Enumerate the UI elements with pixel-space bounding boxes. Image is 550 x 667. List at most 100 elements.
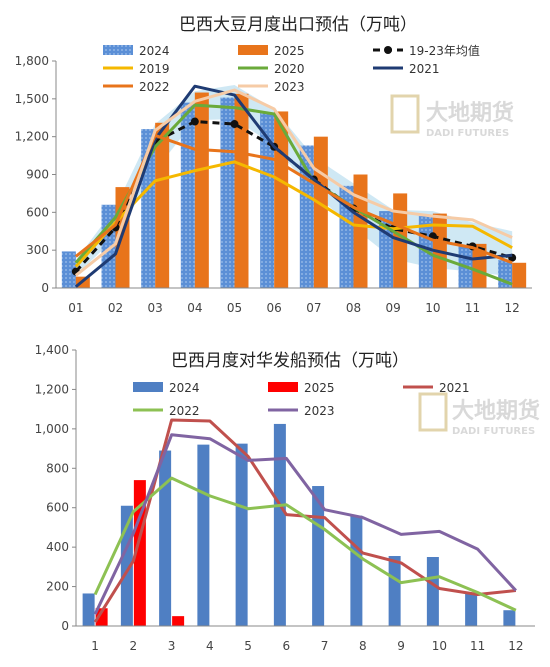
x-tick-label-09: 09 [386, 301, 401, 315]
legend-label-2023: 2023 [274, 80, 305, 94]
bar-2024-9 [388, 556, 401, 626]
bar-2024-04 [180, 102, 195, 288]
chart1-title: 巴西大豆月度出口预估（万吨） [179, 15, 417, 35]
y-tick-label: 1,400 [35, 343, 69, 357]
chart2-watermark-cn: 大地期货 [452, 398, 540, 424]
bar-2025-07 [313, 136, 328, 288]
bar-2024-08 [339, 185, 354, 288]
line-series-2023 [93, 433, 517, 615]
bar-2024-05 [220, 97, 235, 288]
y-tick-label: 200 [46, 580, 69, 594]
chart-brazil-soy-export: 巴西大豆月度出口预估（万吨） 大地期货 DADI FUTURES 0 300 600… [15, 15, 532, 315]
legend-label-2023: 2023 [304, 404, 335, 418]
bar-2025-06 [274, 111, 289, 288]
y-tick-label: 300 [26, 243, 49, 257]
legend-marker-19-23 [384, 46, 392, 54]
x-tick-label-02: 02 [108, 301, 123, 315]
chart-brazil-ship-to-china: 巴西月度对华发船预估（万吨） 大地期货 DADI FUTURES 0 200 400… [35, 343, 540, 653]
x-tick-label-03: 03 [148, 301, 163, 315]
chart1-watermark: 大地期货 DADI FUTURES [390, 94, 514, 139]
chart2-title: 巴西月度对华发船预估（万吨） [171, 351, 409, 371]
line-series-2023 [74, 88, 513, 277]
bar-2025-1 [95, 608, 108, 626]
bar-2024-5 [235, 443, 248, 626]
x-tick-label-10: 10 [425, 301, 440, 315]
legend-swatch-2024 [103, 45, 133, 55]
y-tick-label: 800 [46, 461, 69, 475]
x-tick-label-10: 10 [432, 639, 447, 653]
x-tick-label-4: 4 [206, 639, 214, 653]
x-tick-label-11: 11 [470, 639, 485, 653]
y-tick-label: 1,800 [15, 54, 49, 68]
bar-2024-01 [61, 251, 76, 288]
y-tick-label: 400 [46, 540, 69, 554]
y-tick-label: 1,200 [35, 382, 69, 396]
x-tick-label-5: 5 [244, 639, 252, 653]
legend-label-2022: 2022 [139, 80, 170, 94]
bar-2024-2 [120, 505, 133, 626]
y-tick-label: 1,500 [15, 92, 49, 106]
x-tick-label-6: 6 [283, 639, 291, 653]
y-tick-label: 0 [61, 619, 69, 633]
chart1-watermark-en: DADI FUTURES [426, 128, 509, 139]
legend-label-2020: 2020 [274, 62, 305, 76]
y-tick-label: 1,200 [15, 130, 49, 144]
y-tick-label: 1,000 [35, 422, 69, 436]
bar-2024-11 [465, 593, 478, 626]
y-tick-label: 0 [41, 281, 49, 295]
x-tick-label-12: 12 [508, 639, 523, 653]
x-tick-label-1: 1 [91, 639, 99, 653]
chart1-watermark-cn: 大地期货 [426, 100, 514, 126]
bar-2024-4 [197, 444, 210, 626]
x-tick-label-06: 06 [267, 301, 282, 315]
legend-label-2022: 2022 [169, 404, 200, 418]
legend-label-2021: 2021 [409, 62, 440, 76]
bar-2024-8 [350, 515, 363, 626]
y-tick-label: 600 [26, 205, 49, 219]
x-tick-label-3: 3 [168, 639, 176, 653]
x-tick-label-08: 08 [346, 301, 361, 315]
chart2-watermark-en: DADI FUTURES [452, 426, 535, 437]
bar-2025-3 [172, 616, 185, 626]
bar-2024-12 [503, 610, 516, 626]
legend-swatch-2025 [268, 382, 298, 392]
legend-label-2021: 2021 [439, 381, 470, 395]
x-tick-label-9: 9 [397, 639, 405, 653]
legend-swatch-2025 [238, 45, 268, 55]
point-19-23-04 [190, 117, 199, 126]
bar-2025-04 [194, 92, 209, 289]
legend-swatch-2024 [133, 382, 163, 392]
x-tick-label-7: 7 [321, 639, 329, 653]
line-series-2021 [74, 84, 513, 288]
bar-2024-6 [273, 423, 286, 626]
line-series-2021 [93, 418, 517, 623]
legend-label-19-23: 19-23年均值 [409, 43, 480, 58]
bar-2025-03 [155, 122, 170, 289]
bar-2024-3 [159, 450, 172, 626]
legend-label-2025: 2025 [304, 381, 335, 395]
legend-label-2019: 2019 [139, 62, 170, 76]
y-tick-label: 600 [46, 501, 69, 515]
legend-label-2024: 2024 [169, 381, 200, 395]
bar-2025-12 [512, 262, 527, 288]
line-series-2019 [74, 160, 513, 268]
bar-2025-08 [353, 174, 368, 288]
point-19-23-05 [230, 120, 239, 129]
bar-2025-11 [472, 243, 487, 288]
x-tick-label-11: 11 [465, 301, 480, 315]
bar-2025-05 [234, 93, 249, 289]
x-tick-label-07: 07 [306, 301, 321, 315]
x-tick-label-04: 04 [187, 301, 202, 315]
x-tick-label-8: 8 [359, 639, 367, 653]
legend-label-2025: 2025 [274, 44, 305, 58]
line-series-2022 [93, 476, 517, 612]
x-tick-label-2: 2 [130, 639, 138, 653]
y-tick-label: 900 [26, 168, 49, 182]
x-tick-label-05: 05 [227, 301, 242, 315]
legend-label-2024: 2024 [139, 44, 170, 58]
bar-2024-10 [426, 557, 439, 626]
bar-2025-2 [133, 480, 146, 626]
x-tick-label-12: 12 [505, 301, 520, 315]
chart2-watermark: 大地期货 DADI FUTURES [418, 392, 540, 437]
bar-2024-1 [82, 593, 95, 626]
